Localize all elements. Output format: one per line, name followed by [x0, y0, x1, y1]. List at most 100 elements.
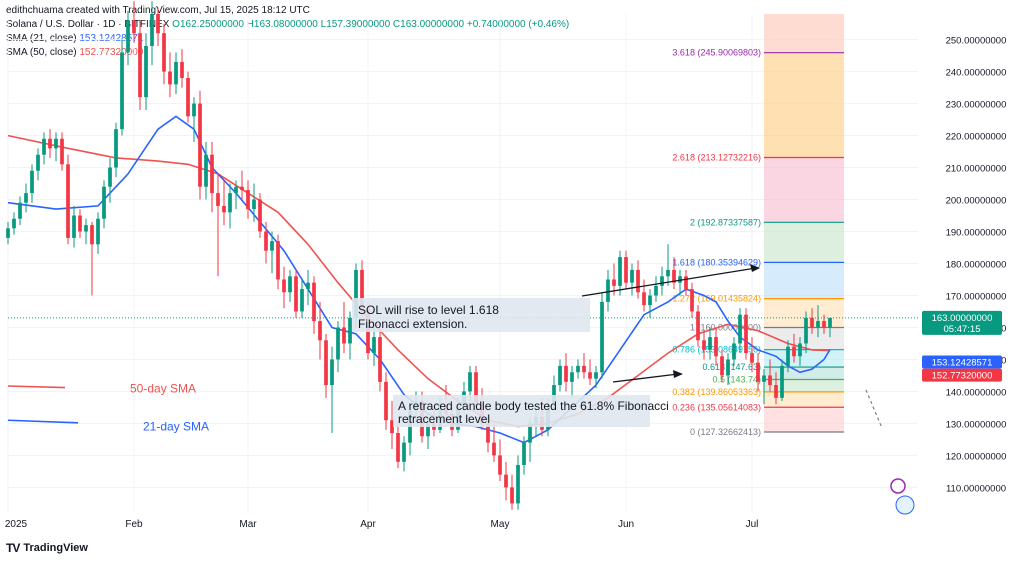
candle-body [60, 138, 64, 165]
candle-body [672, 269, 676, 283]
sma50-legend-line [7, 385, 66, 389]
fib-zone [764, 407, 844, 432]
x-tick-label: Jun [618, 519, 634, 530]
candle-body [756, 362, 760, 382]
candle-body [660, 276, 664, 286]
candle-body [684, 276, 688, 290]
y-tick-label: 170.00000000 [946, 291, 1007, 302]
candle-body [330, 359, 334, 386]
candle-body [306, 282, 310, 290]
candle-body [564, 365, 568, 382]
candle-body [120, 52, 124, 130]
candle-body [108, 167, 112, 187]
candle-body [612, 279, 616, 286]
fib-level-label: 0.618 (147.63) [702, 362, 761, 372]
candle-body [726, 359, 730, 376]
candle-body [690, 289, 694, 312]
candle-body [48, 138, 52, 149]
candle-body [204, 154, 208, 187]
fib-level-label: 0.236 (135.05614083) [672, 402, 761, 412]
candle-body [84, 225, 88, 232]
fib-zone [764, 262, 844, 299]
annotation-text-line1: A retraced candle body tested the 61.8% … [398, 399, 669, 413]
arrow-line [612, 373, 679, 383]
candle-body [792, 346, 796, 357]
candle-body [402, 442, 406, 462]
candle-body [780, 365, 784, 398]
candle-body [828, 317, 832, 328]
candle-body [558, 365, 562, 386]
fib-level-label: 2 (192.87337587) [690, 217, 761, 227]
candle-body [510, 487, 514, 504]
candle-body [324, 340, 328, 386]
fib-level-label: 0.382 (139.86053363) [672, 387, 761, 397]
candle-body [492, 442, 496, 456]
sma50-value: 152.77320000 [79, 47, 144, 58]
candle-body [600, 301, 604, 373]
annotation-text-line2: retracement level [398, 412, 490, 426]
ohlc-values: O162.25000000 H163.08000000 L157.3900000… [172, 19, 570, 30]
candle-body [474, 372, 478, 405]
fib-zone [764, 367, 844, 380]
sma21-row[interactable]: SMA (21, close) 153.12428571 [6, 32, 569, 46]
tradingview-brand[interactable]: TV TradingView [6, 541, 88, 555]
fib-zone [764, 222, 844, 263]
y-tick-label: 200.00000000 [946, 196, 1007, 207]
candle-body [486, 423, 490, 443]
candle-body [504, 474, 508, 488]
x-axis: 2025 Feb Mar Apr May Jun Jul [5, 519, 759, 530]
candle-body [426, 423, 430, 437]
candle-body [90, 225, 94, 245]
candle-body [18, 202, 22, 219]
candle-body [12, 218, 16, 229]
candle-body [708, 337, 712, 350]
candle-body [210, 154, 214, 194]
candle-body [618, 257, 622, 286]
candle-body [810, 317, 814, 328]
fib-zone [764, 157, 844, 223]
price-badge-countdown: 05:47:15 [944, 324, 981, 335]
symbol-label[interactable]: Solana / U.S. Dollar · 1D · BITFINEX [6, 19, 170, 30]
candle-body [522, 442, 526, 466]
candle-body [678, 276, 682, 283]
annotation-text-line1: SOL will rise to level 1.618 [358, 303, 499, 317]
candle-body [498, 455, 502, 475]
price-badge-sma50-value: 152.77320000 [932, 371, 993, 382]
candle-body [312, 282, 316, 322]
sma50-row[interactable]: SMA (50, close) 152.77320000 [6, 46, 569, 60]
sma21-legend-line [7, 419, 79, 424]
candle-body [606, 279, 610, 302]
y-tick-label: 130.00000000 [946, 419, 1007, 430]
projection-line [865, 389, 883, 429]
candle-body [468, 372, 472, 392]
candle-body [282, 279, 286, 293]
symbol-row: Solana / U.S. Dollar · 1D · BITFINEX O16… [6, 18, 569, 32]
candle-body [132, 20, 136, 34]
sma50-legend-label: 50-day SMA [130, 381, 196, 395]
fib-level-label: 2.618 (213.12732216) [672, 153, 761, 163]
candle-body [72, 215, 76, 238]
candle-body [168, 71, 172, 85]
candle-body [162, 33, 166, 72]
price-badge-current [922, 310, 1002, 335]
candle-body [354, 269, 358, 318]
candle-body [318, 321, 322, 341]
y-tick-label: 180.00000000 [946, 260, 1007, 271]
candle-body [24, 193, 28, 203]
candle-body [594, 372, 598, 379]
candle-body [150, 14, 154, 46]
candle-body [186, 77, 190, 117]
candle-body [378, 337, 382, 382]
sma21-label: SMA (21, close) [6, 33, 77, 44]
annotation-retrace: A retraced candle body tested the 61.8% … [393, 395, 669, 427]
fib-level-label: 0 (127.32662413) [690, 427, 761, 437]
candle-body [96, 218, 100, 245]
candle-body [552, 385, 556, 405]
candle-body [390, 420, 394, 434]
candle-body [342, 327, 346, 344]
fib-level-label: 1 (160.00000000) [690, 322, 761, 332]
fib-zone [764, 298, 844, 328]
